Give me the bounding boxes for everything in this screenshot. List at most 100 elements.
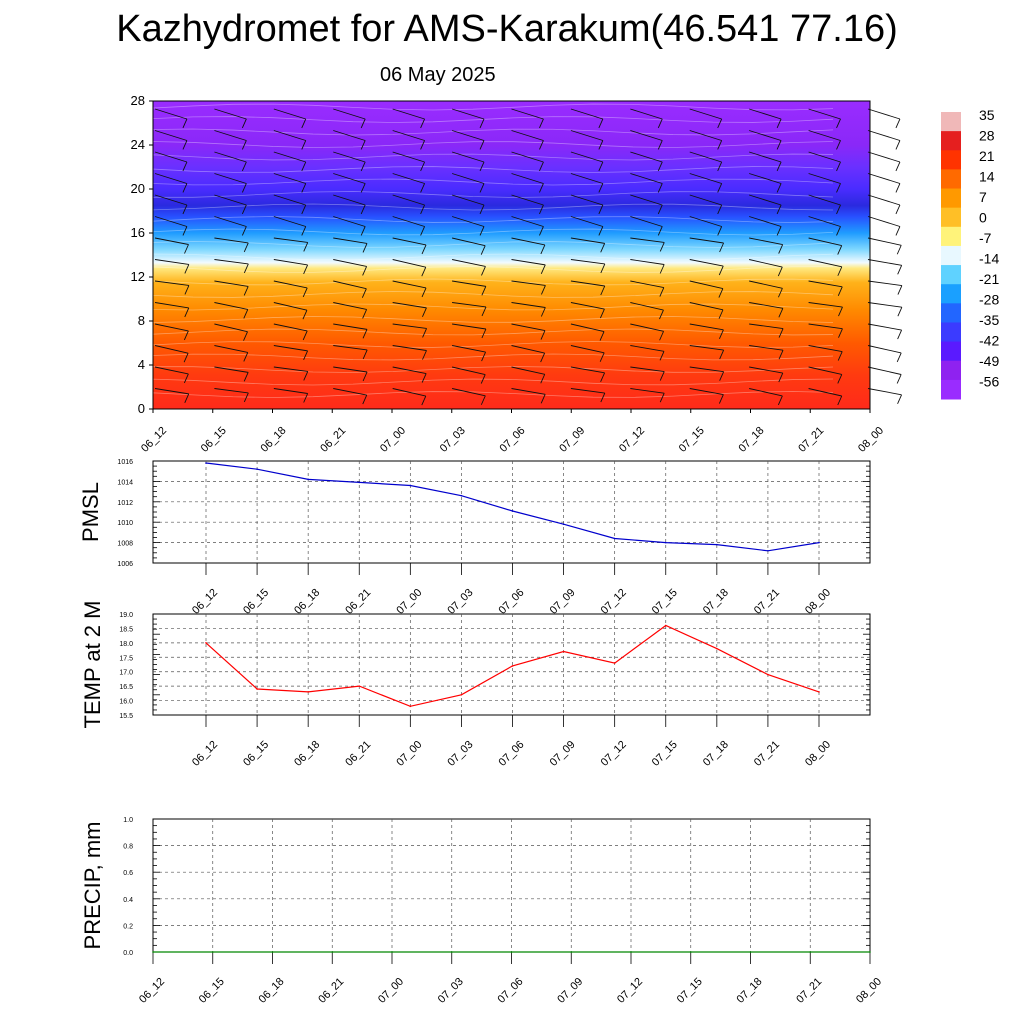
- wind-barb: [451, 259, 486, 267]
- wind-barb: [570, 173, 603, 184]
- wind-barb-flag: [718, 265, 724, 276]
- contour-line: [152, 141, 834, 148]
- wind-barb: [154, 345, 189, 354]
- xtick-label: 07_12: [599, 739, 629, 769]
- wind-barb-flag: [301, 161, 307, 172]
- heatmap-ytick-label: 8: [138, 313, 145, 328]
- xtick-label: 06_12: [137, 976, 167, 1006]
- wind-barb: [808, 302, 843, 308]
- data-point: [307, 691, 309, 693]
- heatmap-ytick-label: 16: [131, 225, 145, 240]
- wind-barb: [749, 130, 782, 141]
- wind-barb-flag: [360, 161, 366, 172]
- chart-date: 06 May 2025: [380, 64, 496, 86]
- data-point: [391, 951, 393, 953]
- data-point: [664, 624, 667, 627]
- wind-barb: [511, 108, 544, 120]
- wind-barb-flag: [540, 374, 546, 384]
- wind-barb-flag: [836, 226, 841, 236]
- wind-barb-flag: [719, 349, 725, 360]
- wind-barb: [570, 237, 605, 244]
- xtick-label: 06_15: [241, 587, 271, 617]
- colorbar-swatch: [941, 322, 961, 343]
- wind-barb-flag: [719, 371, 725, 381]
- data-point: [256, 468, 258, 470]
- data-point: [256, 688, 258, 690]
- data-point: [613, 537, 616, 540]
- wind-barb-flag: [361, 288, 367, 298]
- wind-barb: [867, 194, 901, 206]
- wind-barb-flag: [778, 244, 784, 254]
- wind-barb-flag: [540, 264, 546, 275]
- wind-barb: [451, 345, 486, 353]
- xtick-label: 07_06: [497, 587, 527, 617]
- ytick-label: 0.4: [123, 897, 133, 904]
- wind-barb-flag: [718, 288, 724, 298]
- wind-barb: [867, 302, 902, 308]
- wind-barb-flag: [718, 394, 724, 404]
- wind-barb-flag: [360, 118, 366, 129]
- colorbar-label: 28: [979, 128, 995, 144]
- wind-barb-flag: [659, 242, 665, 252]
- wind-barb-flag: [301, 204, 307, 215]
- colorbar-swatch: [941, 341, 961, 362]
- wind-barb: [273, 130, 306, 141]
- wind-barb: [154, 280, 189, 286]
- wind-barb-flag: [479, 161, 485, 172]
- wind-barb-flag: [717, 140, 723, 150]
- wind-barb: [214, 388, 249, 394]
- ytick-label: 16.5: [119, 684, 133, 691]
- xtick-label: 06_21: [316, 976, 346, 1006]
- wind-barb: [867, 345, 902, 354]
- ytick-label: 1.0: [123, 817, 133, 824]
- wind-barb-flag: [897, 394, 902, 404]
- wind-barb-flag: [421, 244, 427, 255]
- wind-barb: [630, 108, 663, 120]
- wind-barb-flag: [657, 183, 663, 193]
- wind-barb-flag: [659, 264, 665, 274]
- wind-barb: [333, 194, 366, 206]
- wind-barb: [749, 259, 783, 268]
- wind-barb: [808, 108, 841, 120]
- wind-barb: [689, 216, 722, 227]
- colorbar-label: 14: [979, 169, 995, 185]
- wind-barb: [808, 151, 841, 163]
- wind-barb: [630, 388, 665, 394]
- colorbar-label: 21: [979, 148, 995, 164]
- wind-barb: [630, 194, 663, 206]
- wind-barb-flag: [362, 243, 368, 253]
- data-point: [749, 951, 752, 953]
- wind-barb: [570, 388, 605, 394]
- heatmap-xtick-label: 07_09: [557, 425, 587, 455]
- contour-line: [152, 378, 834, 386]
- data-point: [716, 543, 718, 546]
- wind-barb: [808, 323, 843, 330]
- wind-barb-flag: [422, 328, 427, 338]
- wind-barb: [392, 237, 427, 246]
- wind-barb-flag: [836, 204, 841, 215]
- wind-barb-flag: [182, 226, 188, 236]
- wind-barb: [392, 345, 427, 351]
- heatmap-xtick-label: 08_00: [856, 425, 886, 455]
- data-point: [409, 484, 412, 487]
- wind-barb-flag: [778, 308, 784, 318]
- wind-barb: [333, 323, 368, 330]
- wind-barb-flag: [420, 204, 426, 215]
- wind-barb-flag: [182, 161, 188, 172]
- wind-barb-flag: [659, 331, 664, 341]
- wind-barb: [630, 173, 663, 184]
- wind-barb-flag: [362, 349, 368, 360]
- wind-barb: [273, 388, 308, 394]
- xtick-label: 07_06: [496, 976, 526, 1006]
- wind-barb: [452, 302, 487, 308]
- wind-barb: [867, 366, 902, 375]
- data-point: [152, 951, 154, 953]
- wind-barb: [749, 216, 782, 227]
- wind-barb-flag: [421, 395, 427, 406]
- wind-barb-flag: [241, 183, 247, 193]
- wind-barb: [689, 151, 722, 163]
- wind-barb: [154, 366, 189, 375]
- contour-line: [152, 278, 834, 286]
- wind-barb: [451, 194, 485, 206]
- wind-barb: [511, 302, 546, 308]
